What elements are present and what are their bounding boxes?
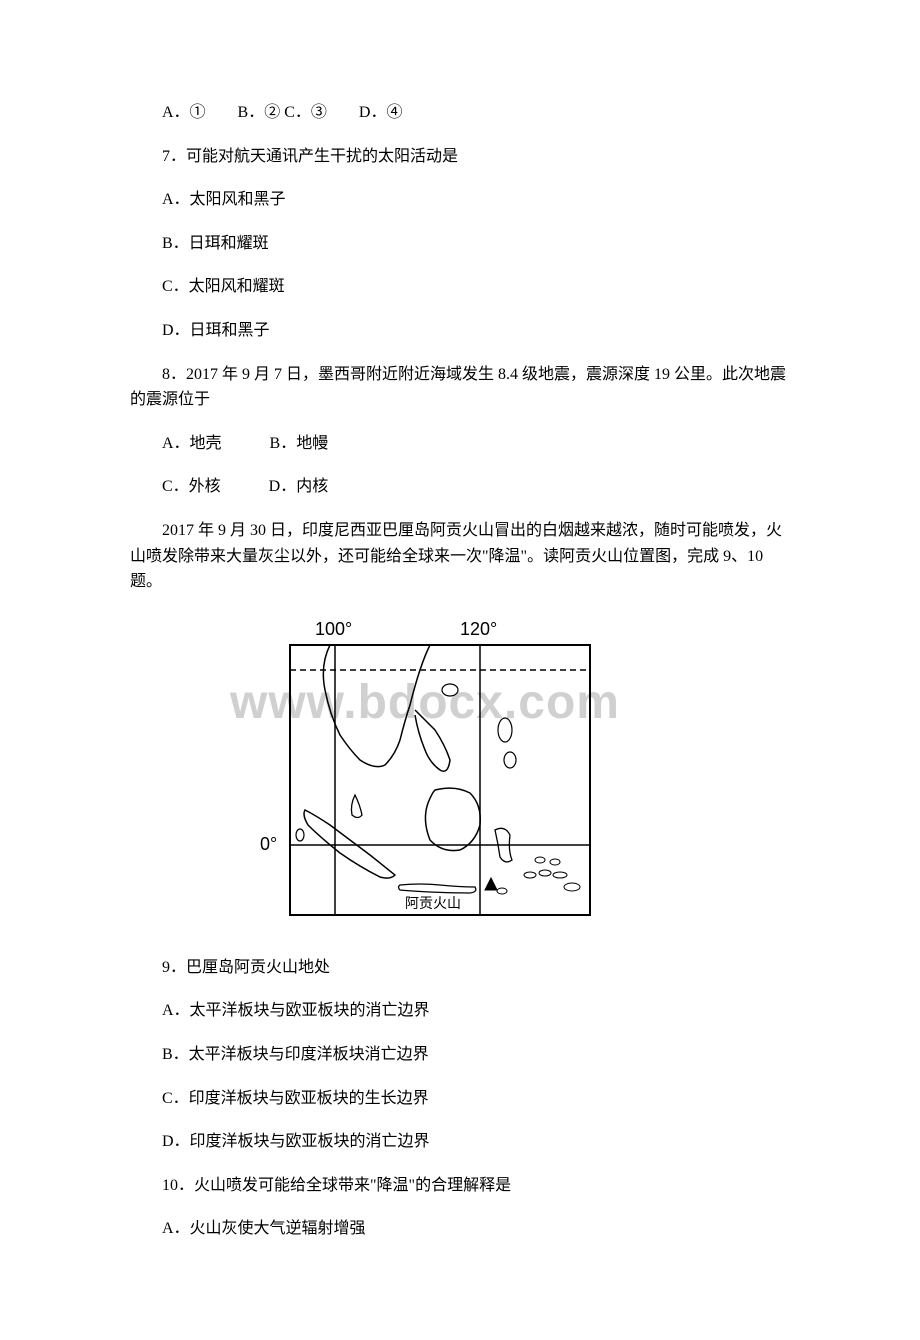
sunda-5	[550, 859, 560, 865]
timor-island	[564, 883, 580, 891]
sunda-3	[553, 872, 567, 878]
bali-island	[497, 888, 507, 894]
q9-option-c: C．印度洋板块与欧亚板块的生长边界	[130, 1086, 790, 1112]
q9-option-a: A．太平洋板块与欧亚板块的消亡边界	[130, 998, 790, 1024]
sunda-2	[539, 870, 551, 876]
mainland-coast	[323, 645, 430, 767]
q7-option-b: B．日珥和耀斑	[130, 231, 790, 257]
indochina-coast	[415, 710, 450, 771]
lon-100-label: 100°	[315, 619, 352, 639]
map-svg: 100° 120° 0°	[260, 615, 600, 935]
small-island-1	[296, 829, 304, 841]
volcano-marker-icon	[485, 878, 497, 890]
java-island	[399, 884, 476, 893]
sunda-1	[524, 872, 536, 878]
q9-option-d: D．印度洋板块与欧亚板块的消亡边界	[130, 1129, 790, 1155]
lon-120-label: 120°	[460, 619, 497, 639]
q7-option-d: D．日珥和黑子	[130, 318, 790, 344]
q6-options: A．① B．② C．③ D．④	[130, 100, 790, 126]
q8-options-line2: C．外核 D．内核	[130, 474, 790, 500]
q8-stem: 8．2017 年 9 月 7 日，墨西哥附近附近海域发生 8.4 级地震，震源深…	[130, 362, 790, 413]
luzon-island	[498, 718, 512, 742]
lat-0-label: 0°	[260, 834, 277, 854]
q7-option-a: A．太阳风和黑子	[130, 187, 790, 213]
q7-stem: 7．可能对航天通讯产生干扰的太阳活动是	[130, 144, 790, 170]
passage-text: 2017 年 9 月 30 日，印度尼西亚巴厘岛阿贡火山冒出的白烟越来越浓，随时…	[130, 518, 790, 595]
hainan-island	[442, 684, 458, 696]
q8-options-line1: A．地壳 B．地幔	[130, 431, 790, 457]
q10-stem: 10．火山喷发可能给全球带来"降温"的合理解释是	[130, 1173, 790, 1199]
mindanao-island	[504, 752, 516, 768]
volcano-label: 阿贡火山	[405, 896, 461, 912]
borneo-island	[425, 788, 480, 850]
q10-option-a: A．火山灰使大气逆辐射增强	[130, 1216, 790, 1242]
map-figure: www.bdocx.com 100° 120° 0°	[260, 615, 600, 935]
q9-option-b: B．太平洋板块与印度洋板块消亡边界	[130, 1042, 790, 1068]
malay-tip	[351, 795, 362, 818]
sunda-4	[535, 857, 545, 863]
q7-option-c: C．太阳风和耀斑	[130, 274, 790, 300]
sumatra-island	[304, 810, 395, 878]
q9-stem: 9．巴厘岛阿贡火山地处	[130, 955, 790, 981]
